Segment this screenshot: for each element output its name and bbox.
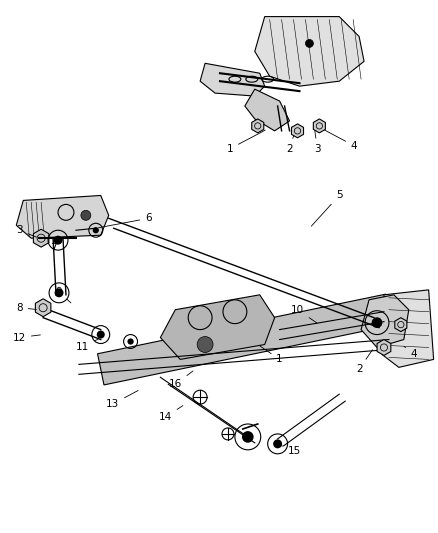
Text: 4: 4 bbox=[325, 130, 357, 151]
Circle shape bbox=[127, 338, 134, 345]
Circle shape bbox=[273, 439, 282, 448]
Text: 3: 3 bbox=[16, 225, 36, 237]
Polygon shape bbox=[377, 340, 391, 356]
Circle shape bbox=[305, 39, 314, 47]
Text: 2: 2 bbox=[356, 350, 372, 374]
Polygon shape bbox=[98, 294, 392, 385]
Polygon shape bbox=[382, 290, 434, 367]
Polygon shape bbox=[33, 229, 49, 247]
Text: 12: 12 bbox=[13, 333, 40, 343]
Text: 7: 7 bbox=[50, 238, 63, 253]
Text: 13: 13 bbox=[106, 391, 138, 409]
Text: 10: 10 bbox=[291, 305, 317, 323]
Text: 8: 8 bbox=[16, 303, 36, 313]
Text: 2: 2 bbox=[286, 135, 294, 154]
Polygon shape bbox=[395, 318, 407, 332]
Text: 1: 1 bbox=[226, 130, 265, 154]
Circle shape bbox=[53, 236, 63, 245]
Text: 6: 6 bbox=[99, 213, 152, 228]
Polygon shape bbox=[361, 295, 409, 348]
Text: 14: 14 bbox=[159, 406, 183, 422]
Circle shape bbox=[371, 317, 382, 328]
Polygon shape bbox=[252, 119, 264, 133]
Text: 3: 3 bbox=[314, 131, 321, 154]
Text: 9: 9 bbox=[56, 287, 71, 303]
Polygon shape bbox=[160, 295, 275, 359]
Text: 1: 1 bbox=[260, 346, 283, 365]
Text: 5: 5 bbox=[311, 190, 343, 226]
Text: 4: 4 bbox=[404, 346, 417, 359]
Polygon shape bbox=[313, 119, 325, 133]
Circle shape bbox=[242, 431, 254, 443]
Text: 15: 15 bbox=[274, 443, 301, 456]
Text: 16: 16 bbox=[169, 371, 193, 389]
Circle shape bbox=[93, 227, 99, 233]
Polygon shape bbox=[291, 124, 304, 138]
Polygon shape bbox=[200, 63, 265, 96]
Polygon shape bbox=[35, 299, 51, 317]
Circle shape bbox=[197, 336, 213, 352]
Circle shape bbox=[97, 330, 105, 338]
Text: 11: 11 bbox=[76, 339, 98, 352]
Polygon shape bbox=[245, 89, 290, 131]
Circle shape bbox=[81, 211, 91, 220]
Circle shape bbox=[55, 288, 64, 297]
Polygon shape bbox=[16, 196, 109, 238]
Polygon shape bbox=[255, 17, 364, 86]
